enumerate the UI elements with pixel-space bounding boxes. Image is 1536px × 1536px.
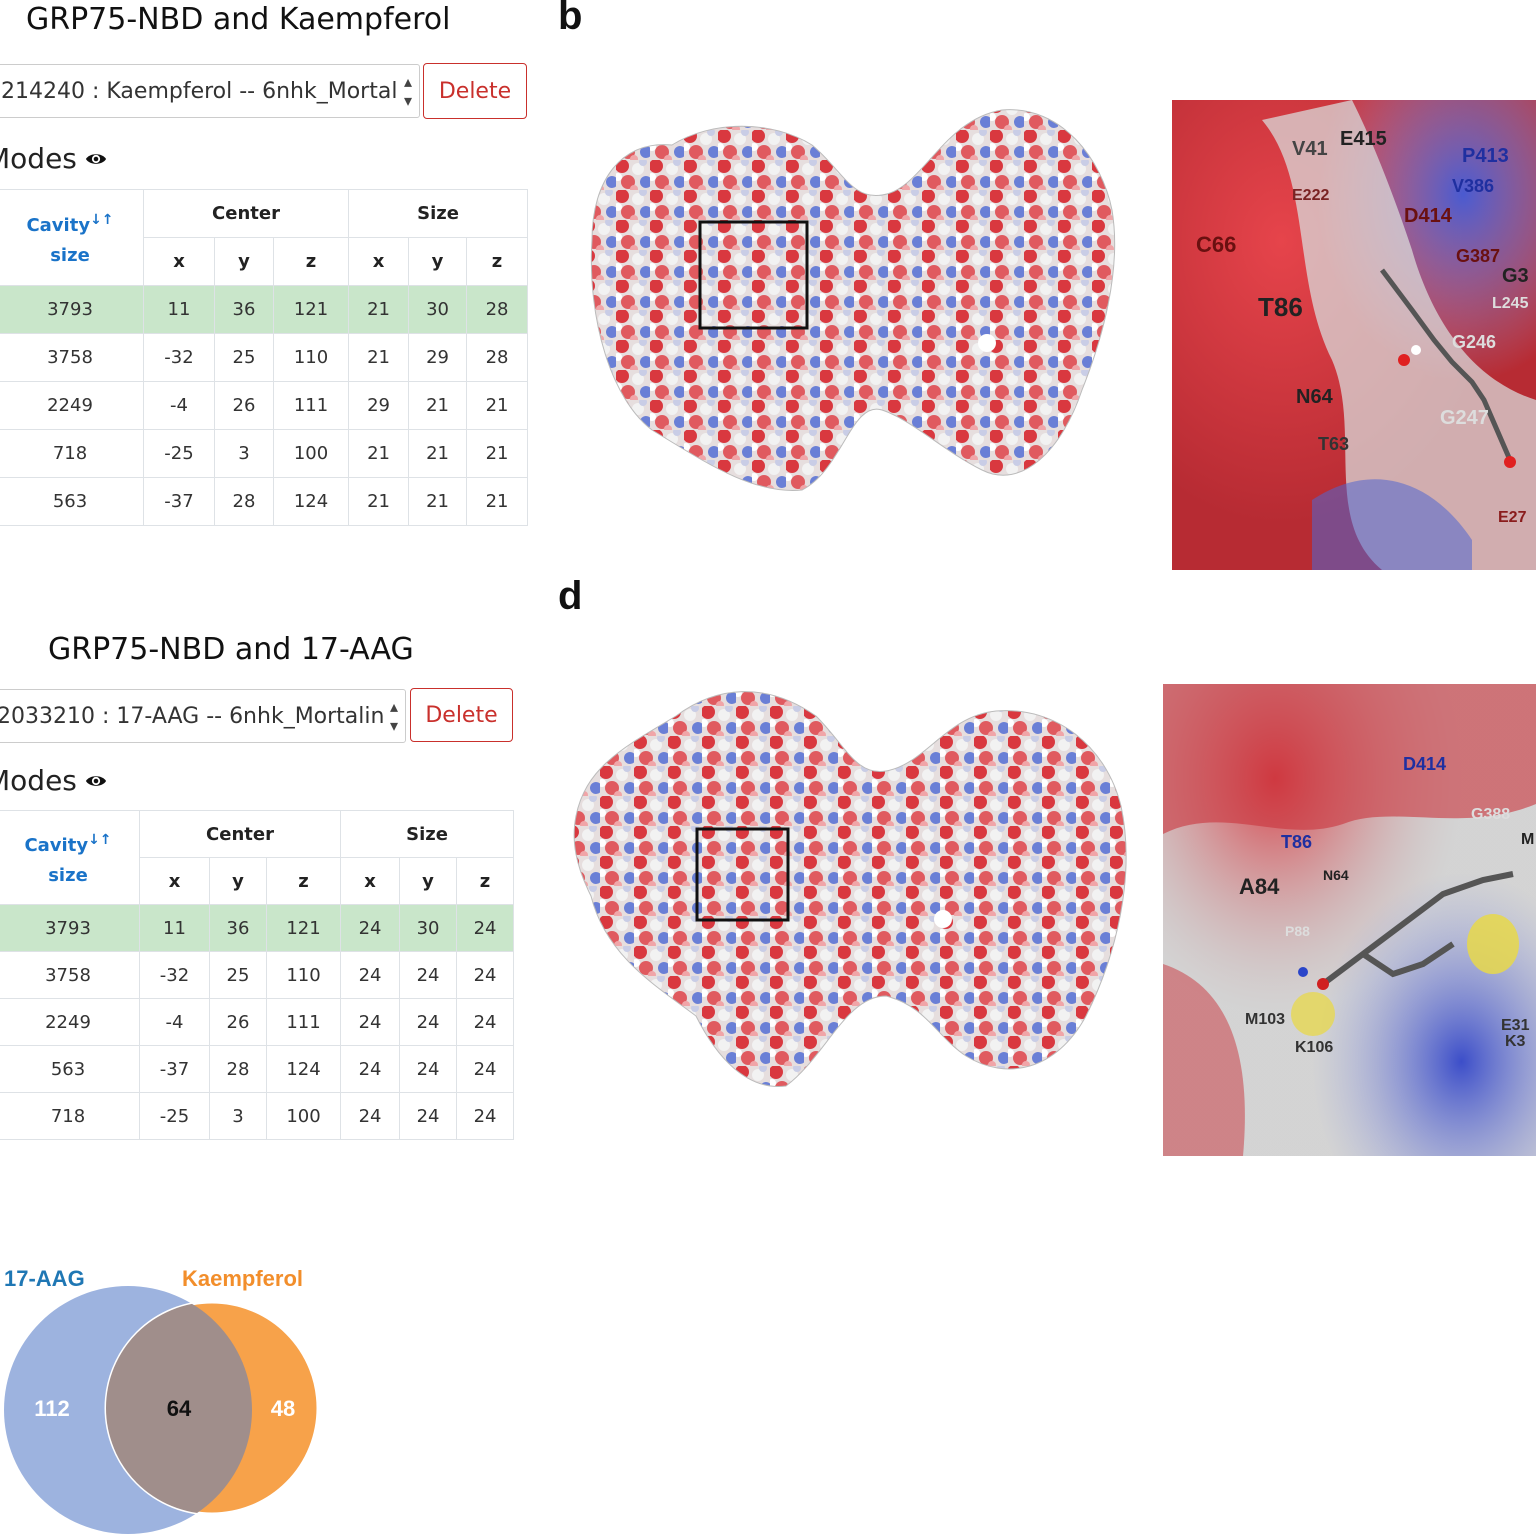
center-z-header: z	[272, 237, 350, 286]
protein-surface-image-b	[590, 109, 1116, 491]
svg-text:G246: G246	[1452, 332, 1496, 352]
svg-text:G247: G247	[1440, 407, 1489, 429]
sort-icon[interactable]: ↓↑	[88, 831, 112, 848]
eye-icon[interactable]	[85, 148, 107, 170]
table-row[interactable]: 3758 -32 25 110 21 29 28	[0, 333, 529, 382]
table-row[interactable]: 3793 11 36 121 21 30 28	[0, 285, 529, 334]
sort-updown-icon: ▴ ▾	[389, 697, 399, 735]
svg-text:A84: A84	[1239, 874, 1280, 899]
center-y-header: y	[209, 857, 267, 905]
docking-result-select[interactable]: 214240 : Kaempferol -- 6nhk_Mortali ▴ ▾	[0, 64, 420, 118]
center-header: Center	[142, 189, 350, 238]
cavity-size-header[interactable]: Cavity↓↑ size	[0, 189, 144, 286]
venn-overlap-count: 64	[166, 1396, 192, 1421]
svg-text:T63: T63	[1318, 434, 1349, 454]
size-y-header: y	[399, 857, 458, 905]
select-value: 214240 : Kaempferol -- 6nhk_Mortali	[1, 78, 397, 104]
venn-left-count: 112	[34, 1396, 70, 1421]
size-z-header: z	[466, 237, 529, 286]
svg-text:G388: G388	[1471, 806, 1510, 823]
venn-left-label: 17-AAG	[4, 1266, 85, 1291]
delete-button[interactable]: Delete	[423, 63, 527, 119]
panel-a-title: GRP75-NBD and Kaempferol	[26, 2, 451, 37]
svg-text:P88: P88	[1285, 923, 1310, 939]
svg-text:T86: T86	[1258, 292, 1303, 322]
binding-site-zoom-b: V41 E415 P413 V386 E222 D414 C66 G387 G3…	[1172, 100, 1536, 570]
sort-icon[interactable]: ↓↑	[90, 211, 114, 228]
sort-updown-icon: ▴ ▾	[403, 72, 413, 110]
svg-text:D414: D414	[1404, 205, 1453, 227]
svg-text:T86: T86	[1281, 832, 1312, 852]
svg-text:M: M	[1521, 831, 1534, 848]
eye-icon[interactable]	[85, 770, 107, 792]
venn-diagram	[4, 1286, 320, 1534]
protein-surface-image-d	[573, 691, 1127, 1087]
svg-text:E222: E222	[1292, 187, 1329, 204]
svg-text:M103: M103	[1245, 1011, 1285, 1028]
table-row[interactable]: 2249 -4 26 111 29 21 21	[0, 381, 529, 430]
cavity-size-header[interactable]: Cavity↓↑ size	[0, 810, 140, 905]
docking-result-select[interactable]: 2033210 : 17-AAG -- 6nhk_Mortalin_N ▴ ▾	[0, 689, 406, 743]
center-header: Center	[138, 810, 342, 858]
modes-heading: Modes	[0, 142, 107, 175]
svg-text:G3: G3	[1502, 265, 1529, 287]
center-y-header: y	[214, 237, 274, 286]
svg-text:C66: C66	[1196, 232, 1236, 257]
svg-text:V386: V386	[1452, 176, 1494, 196]
center-x-header: x	[143, 237, 215, 286]
table-row[interactable]: 718 -25 3 100 21 21 21	[0, 429, 529, 478]
svg-text:E415: E415	[1340, 128, 1387, 150]
svg-text:K106: K106	[1295, 1039, 1333, 1056]
svg-text:G387: G387	[1456, 246, 1500, 266]
panel-letter-b: b	[558, 0, 583, 38]
table-row[interactable]: 563 -37 28 124 21 21 21	[0, 477, 529, 526]
table-row[interactable]: 2249 -4 26 111 24 24 24	[0, 998, 515, 1046]
venn-right-count: 48	[270, 1396, 296, 1421]
size-x-header: x	[348, 237, 410, 286]
size-header: Size	[340, 810, 515, 858]
svg-text:N64: N64	[1296, 386, 1334, 408]
svg-text:K3: K3	[1505, 1033, 1526, 1050]
table-row[interactable]: 3793 11 36 121 24 30 24	[0, 904, 515, 952]
center-x-header: x	[139, 857, 210, 905]
svg-text:N64: N64	[1323, 867, 1349, 883]
venn-overlap	[106, 1302, 252, 1514]
modes-table: Cavity↓↑ size Center Size x y z x y z 37…	[0, 189, 529, 526]
center-z-header: z	[265, 857, 342, 905]
size-y-header: y	[408, 237, 468, 286]
svg-text:D414: D414	[1403, 754, 1446, 774]
panel-letter-d: d	[558, 574, 583, 618]
svg-text:E27: E27	[1498, 509, 1527, 526]
delete-button[interactable]: Delete	[410, 688, 513, 742]
binding-site-zoom-d: D414 G388 M T86 A84 N64 P88 M103 K106 E3…	[1163, 684, 1536, 1156]
select-value: 2033210 : 17-AAG -- 6nhk_Mortalin_N	[0, 703, 383, 729]
svg-text:E31: E31	[1501, 1017, 1530, 1034]
svg-text:P413: P413	[1462, 145, 1509, 167]
table-row[interactable]: 718 -25 3 100 24 24 24	[0, 1092, 515, 1140]
modes-table: Cavity↓↑ size Center Size x y z x y z 37…	[0, 810, 515, 1140]
table-row[interactable]: 3758 -32 25 110 24 24 24	[0, 951, 515, 999]
modes-title: Modes	[0, 764, 77, 797]
size-x-header: x	[340, 857, 401, 905]
venn-right-label: Kaempferol	[182, 1266, 304, 1291]
modes-title: Modes	[0, 142, 77, 175]
svg-text:V41: V41	[1292, 138, 1328, 160]
panel-c-title: GRP75-NBD and 17-AAG	[48, 632, 414, 667]
modes-heading: Modes	[0, 764, 107, 797]
table-row[interactable]: 563 -37 28 124 24 24 24	[0, 1045, 515, 1093]
svg-text:L245: L245	[1492, 295, 1529, 312]
size-z-header: z	[456, 857, 515, 905]
size-header: Size	[348, 189, 529, 238]
